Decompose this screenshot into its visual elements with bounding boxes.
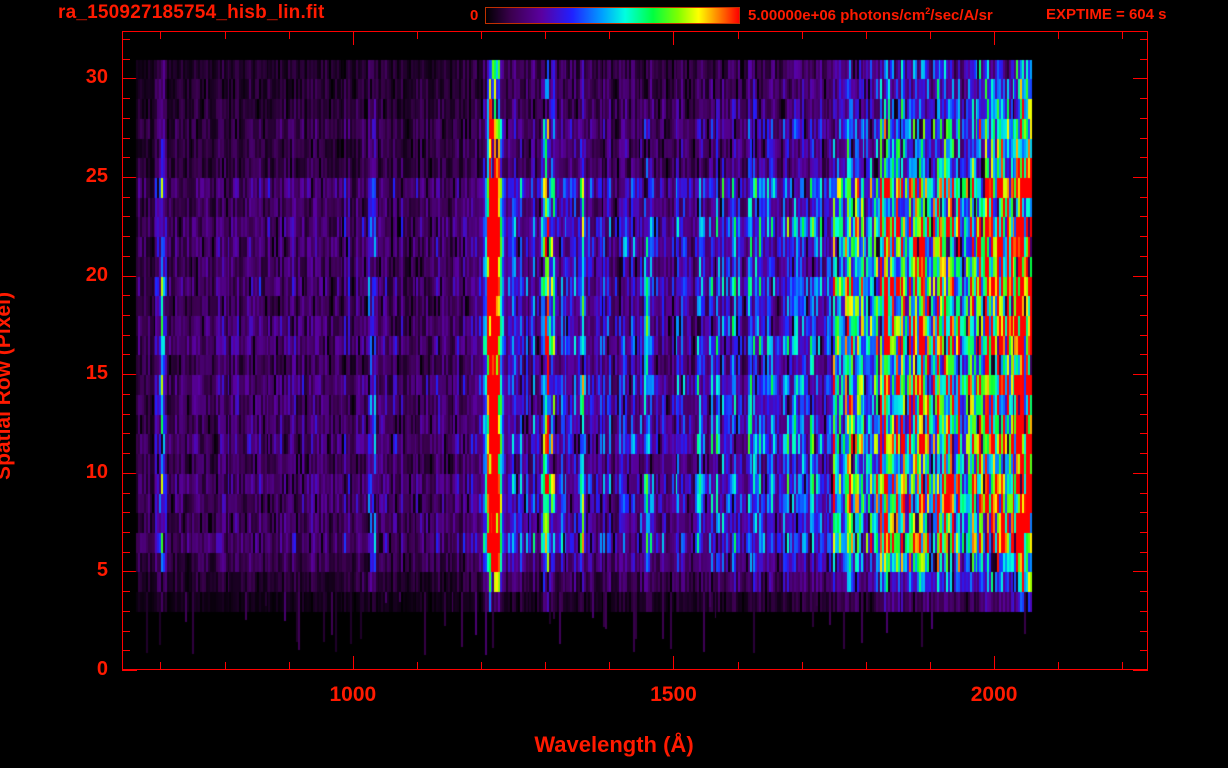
x-tick-label: 1000 bbox=[329, 683, 377, 706]
y-tick-label: 10 bbox=[85, 460, 108, 483]
colorbar-min-label: 0 bbox=[470, 7, 479, 24]
y-tick-label: 15 bbox=[85, 362, 108, 385]
exposure-time-label: EXPTIME = 604 s bbox=[1046, 6, 1167, 23]
spectrogram-image bbox=[123, 32, 1147, 669]
y-major-tick bbox=[1133, 670, 1148, 671]
colorbar bbox=[485, 7, 740, 24]
plot-frame bbox=[122, 31, 1148, 670]
y-tick-label: 0 bbox=[96, 658, 108, 680]
y-major-tick bbox=[122, 670, 137, 671]
colorbar-units-post: /sec/A/sr bbox=[930, 7, 993, 24]
plot-area bbox=[123, 32, 1147, 669]
x-tick-label: 2000 bbox=[970, 683, 1018, 706]
x-axis-label: Wavelength (Å) bbox=[534, 732, 694, 757]
y-tick-label: 20 bbox=[85, 263, 108, 286]
colorbar-max-label: 5.00000e+06 photons/cm2/sec/A/sr bbox=[748, 6, 993, 24]
x-tick-label: 1500 bbox=[650, 683, 697, 706]
colorbar-units-pre: photons/cm bbox=[840, 7, 926, 24]
page-title: ra_150927185754_hisb_lin.fit bbox=[58, 2, 325, 23]
y-tick-label: 5 bbox=[96, 559, 108, 582]
colorbar-units-exponent: 2 bbox=[925, 6, 931, 16]
y-tick-label: 25 bbox=[85, 164, 108, 187]
y-tick-label: 30 bbox=[85, 66, 108, 89]
colorbar-max-value: 5.00000e+06 bbox=[748, 7, 837, 24]
